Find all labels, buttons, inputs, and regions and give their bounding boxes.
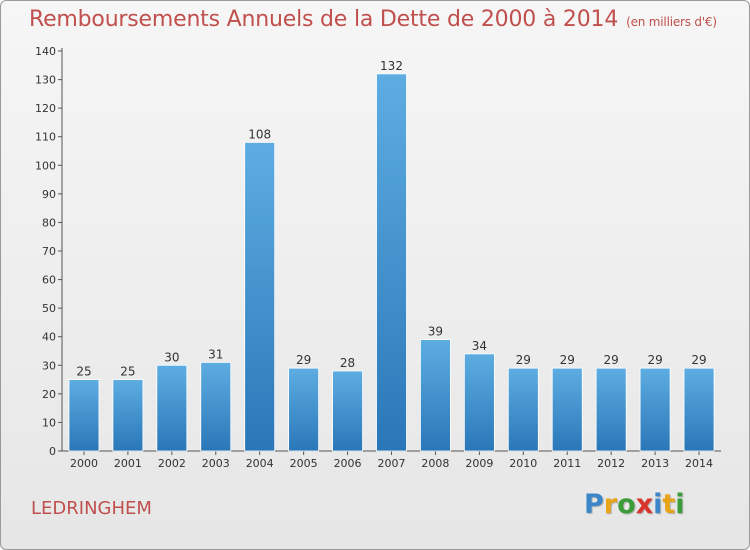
bar [420,339,451,452]
y-tick-label: 60 [42,274,56,287]
logo-letter: i [653,489,663,520]
x-tick-label: 2000 [70,457,98,470]
y-tick-label: 10 [42,416,56,429]
x-tick-label: 2001 [114,457,142,470]
data-label: 25 [76,365,91,379]
bar [507,367,539,452]
logo-letter: r [603,489,618,520]
bar [156,364,188,452]
y-tick-label: 70 [42,245,56,258]
bar [639,367,671,452]
x-tick-label: 2007 [378,457,406,470]
data-label: 108 [248,127,271,141]
logo-letter: i [675,489,685,520]
data-label: 39 [428,325,443,339]
y-tick-label: 110 [35,131,56,144]
y-tick-label: 90 [42,188,56,201]
x-tick-label: 2004 [246,457,274,470]
bar [551,367,583,452]
bar [332,370,363,452]
y-tick-label: 130 [35,74,56,87]
bar [244,142,276,452]
logo-letter: x [635,489,654,520]
x-tick-label: 2012 [597,457,625,470]
y-tick-label: 80 [42,216,56,229]
data-label: 29 [604,353,619,367]
y-tick-label: 30 [42,359,56,372]
data-label: 29 [516,353,531,367]
chart-title: Remboursements Annuels de la Dette de 20… [29,7,717,32]
x-tick-label: 2002 [158,457,186,470]
y-tick-label: 50 [42,302,56,315]
x-tick-label: 2013 [641,457,669,470]
data-label: 29 [647,353,662,367]
data-label: 29 [560,353,575,367]
x-tick-label: 2008 [421,457,449,470]
proxiti-logo: Proxiti [584,489,685,520]
data-label: 132 [380,59,403,73]
x-tick-label: 2011 [553,457,581,470]
chart-labels: 0 10 20 30 40 50 60 70 80 90 100 110 120 130 140 2000 25… [35,45,713,470]
bar [595,367,627,452]
data-label: 29 [691,353,706,367]
x-tick-label: 2006 [334,457,362,470]
chart-title-text: Remboursements Annuels de la Dette de 20… [29,7,619,32]
x-tick-label: 2014 [685,457,713,470]
logo-letter: o [617,489,636,520]
data-label: 30 [164,350,179,364]
y-tick-label: 0 [49,445,56,458]
x-tick-label: 2009 [465,457,493,470]
data-label: 34 [472,339,487,353]
logo-letter: t [662,489,676,520]
bar [683,367,715,452]
data-label: 31 [208,347,223,361]
bar [376,73,407,452]
y-tick-label: 40 [42,331,56,344]
bar [68,379,100,452]
y-tick-label: 100 [35,159,56,172]
data-label: 29 [296,353,311,367]
x-tick-label: 2010 [509,457,537,470]
y-tick-label: 20 [42,388,56,401]
y-tick-label: 120 [35,102,56,115]
y-tick-label: 140 [35,45,56,58]
chart-bars [68,73,715,452]
x-tick-label: 2003 [202,457,230,470]
bar [463,353,495,452]
chart-unit: (en milliers d'€) [626,15,717,29]
data-label: 25 [120,365,135,379]
data-label: 28 [340,356,355,370]
bar [288,367,320,452]
x-tick-label: 2005 [290,457,318,470]
bar [200,362,232,452]
logo-letter: P [584,489,604,520]
bar [112,379,144,452]
town-name: LEDRINGHEM [31,498,152,519]
